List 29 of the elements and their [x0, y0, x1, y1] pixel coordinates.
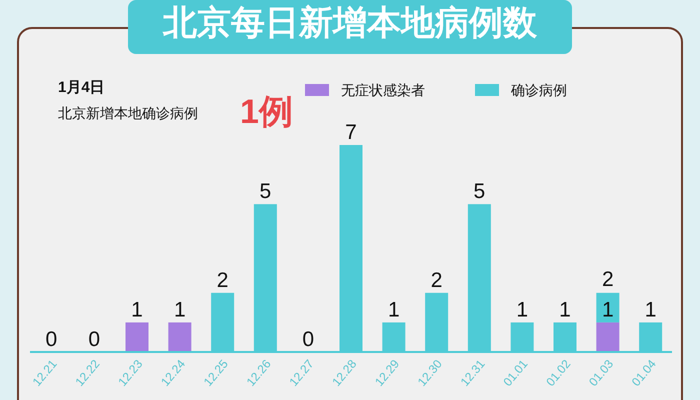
total-label: 2 [602, 268, 614, 291]
data-label: 2 [430, 268, 442, 292]
legend-item: 确诊病例 [475, 82, 567, 98]
bar [126, 322, 148, 352]
bar [168, 322, 192, 352]
text: 北京新增本地确诊病例 [58, 105, 198, 121]
chart-subtitle: 1月4日 [58, 79, 105, 96]
legend-label: 无症状感染者 [341, 82, 425, 98]
data-label: 1 [388, 298, 400, 322]
bar [596, 322, 620, 352]
title: 北京每日新增本地病例数 [128, 0, 572, 54]
legend-label: 确诊病例 [510, 82, 567, 98]
data-label: 0 [88, 328, 100, 351]
data-label: 5 [474, 180, 486, 204]
data-label: 0 [302, 328, 314, 351]
data-label: 1 [174, 298, 186, 322]
chart-title: 北京每日新增本地病例数 [162, 4, 538, 42]
data-label: 1 [516, 298, 528, 322]
legend-item: 无症状感染者 [305, 82, 425, 98]
data-label: 1 [131, 298, 143, 322]
data-label: 1 [602, 298, 614, 322]
data-label: 1 [644, 298, 656, 322]
text: 1例 [240, 93, 293, 131]
bar [596, 292, 620, 322]
data-label: 0 [46, 328, 58, 351]
data-label: 7 [345, 121, 357, 144]
data-label: 1 [559, 298, 571, 322]
data-label: 2 [216, 268, 228, 292]
data-label: 5 [260, 180, 272, 204]
